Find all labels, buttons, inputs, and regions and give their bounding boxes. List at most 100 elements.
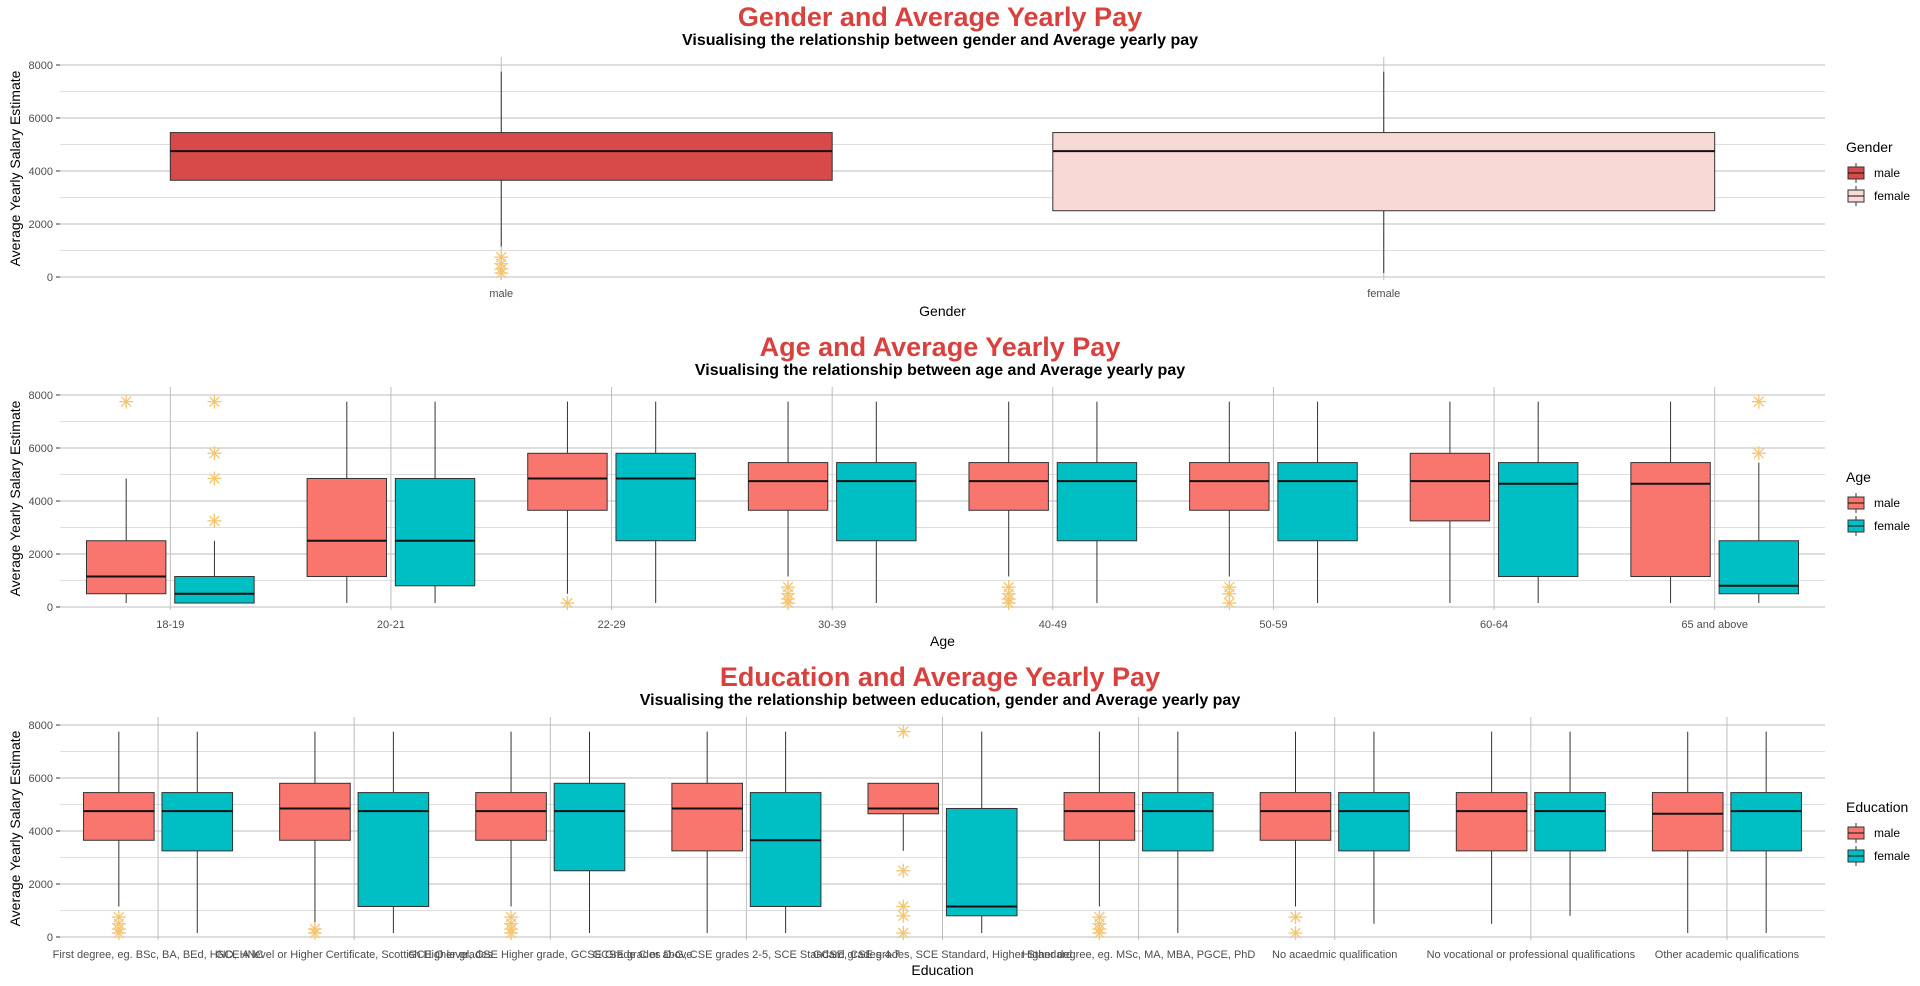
box-male-1 (306, 401, 388, 604)
box-male-2 (475, 731, 547, 941)
y-tick-label: 0 (47, 602, 53, 614)
box-iqr (279, 782, 351, 841)
legend: Education male female (1846, 799, 1910, 866)
x-tick-label: 65 and above (1681, 619, 1748, 631)
box-iqr (1056, 462, 1138, 542)
x-tick-label: GCSE, CSE grades, SCE Standard, Higher S… (813, 949, 1072, 961)
box-male-4 (867, 724, 940, 941)
y-tick-label: 4000 (29, 496, 53, 508)
box-iqr (1189, 462, 1270, 511)
outlier-point (207, 446, 222, 461)
outlier-point (494, 250, 509, 265)
box-iqr (1409, 452, 1491, 522)
x-tick-label: 20-21 (377, 619, 405, 631)
y-tick-label: 6000 (29, 113, 53, 125)
box-iqr (161, 792, 234, 852)
box-male-6 (1409, 401, 1491, 604)
x-tick-label: GCSE grades D-G, CSE grades 2-5, SCE Sta… (593, 949, 901, 961)
box-iqr (671, 782, 743, 852)
outlier-point (1751, 394, 1766, 409)
box-iqr (1730, 792, 1802, 852)
box-male-0 (85, 394, 167, 604)
outlier-point (111, 910, 126, 925)
box-iqr (306, 477, 388, 578)
x-axis-label: Gender (919, 303, 966, 319)
chart-subtitle-gender: Visualising the relationship between gen… (681, 32, 1199, 49)
box-male-8 (1651, 731, 1724, 934)
box-male-3 (671, 731, 743, 934)
box-female-7 (1534, 731, 1606, 916)
legend-label: female (1874, 519, 1910, 533)
chart-subtitle-age: Visualising the relationship between age… (694, 362, 1186, 379)
box-iqr (553, 782, 626, 872)
x-tick-label: No acaedmic qualification (1272, 949, 1397, 961)
outlier-point (560, 596, 575, 611)
box-female-4 (945, 731, 1018, 934)
box-iqr (1259, 792, 1332, 841)
y-axis-label: Average Yearly Salary Estimate (7, 400, 23, 596)
x-tick-label: 18-19 (156, 619, 184, 631)
box-iqr (615, 452, 696, 542)
y-tick-label: 6000 (29, 443, 53, 455)
legend-label: female (1874, 849, 1910, 863)
outlier-point (896, 899, 911, 914)
y-axis-label: Average Yearly Salary Estimate (7, 70, 23, 266)
x-tick-label: female (1367, 288, 1400, 300)
box-iqr (1142, 792, 1214, 852)
box-iqr (749, 792, 822, 908)
legend-label: male (1874, 166, 1900, 180)
box-female-1 (1052, 71, 1716, 274)
box-female-3 (836, 401, 917, 604)
box-female-7 (1718, 394, 1800, 604)
x-tick-label: 40-49 (1039, 619, 1067, 631)
box-female-6 (1497, 401, 1579, 604)
box-iqr (1063, 792, 1136, 841)
x-tick-label: No vocational or professional qualificat… (1427, 949, 1636, 961)
y-tick-label: 2000 (29, 549, 53, 561)
y-tick-label: 8000 (29, 390, 53, 402)
outlier-point (207, 471, 222, 486)
legend-label: male (1874, 496, 1900, 510)
y-axis-label: Average Yearly Salary Estimate (7, 730, 23, 926)
chart-panel-1: 0 2000 4000 6000 8000 Average Yearly Salary E… (7, 387, 1910, 649)
box-iqr (1338, 792, 1410, 852)
x-axis-label: Education (911, 962, 973, 978)
box-iqr (1497, 462, 1579, 578)
box-male-1 (279, 731, 351, 941)
box-iqr (1630, 462, 1711, 578)
legend-label: male (1874, 826, 1900, 840)
chart-subtitle-education: Visualising the relationship between edu… (639, 692, 1241, 709)
outlier-point (896, 926, 911, 941)
chart-panel-2: 0 2000 4000 6000 8000 Average Yearly Salary E… (7, 717, 1910, 978)
x-tick-label: Higher degree, eg. MSc, MA, MBA, PGCE, P… (1022, 949, 1256, 961)
box-iqr (1052, 132, 1716, 212)
box-female-6 (1338, 731, 1410, 924)
x-tick-label: 50-59 (1259, 619, 1287, 631)
box-male-7 (1455, 731, 1528, 924)
legend-title: Age (1846, 469, 1871, 485)
x-tick-label: 30-39 (818, 619, 846, 631)
x-axis-label: Age (930, 633, 955, 649)
box-female-0 (174, 394, 255, 604)
legend-title: Education (1846, 799, 1908, 815)
box-iqr (85, 540, 167, 595)
x-tick-label: 22-29 (597, 619, 625, 631)
legend-title: Gender (1846, 139, 1893, 155)
outlier-point (207, 394, 222, 409)
box-iqr (174, 576, 255, 604)
box-male-7 (1630, 401, 1711, 604)
box-female-2 (553, 731, 626, 934)
box-female-4 (1056, 401, 1138, 604)
y-tick-label: 4000 (29, 826, 53, 838)
box-male-6 (1259, 731, 1332, 941)
outlier-point (1222, 596, 1237, 611)
outlier-point (207, 513, 222, 528)
y-tick-label: 2000 (29, 219, 53, 231)
x-tick-label: 60-64 (1480, 619, 1508, 631)
outlier-point (1001, 580, 1016, 595)
box-male-3 (747, 401, 829, 611)
box-female-0 (161, 731, 234, 934)
box-male-5 (1189, 401, 1270, 611)
box-female-2 (615, 401, 696, 604)
